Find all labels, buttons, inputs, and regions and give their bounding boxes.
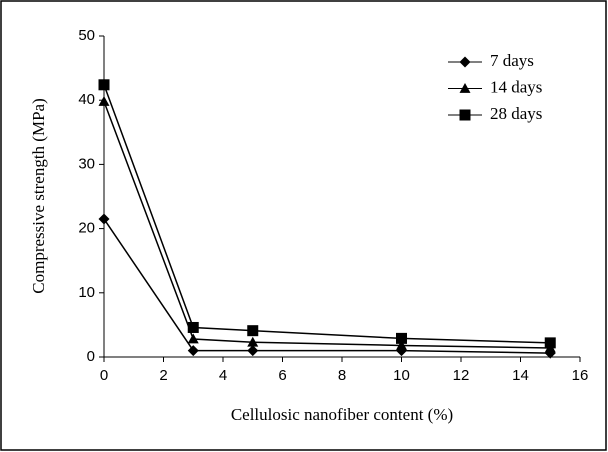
marker xyxy=(544,337,556,349)
y-tick-label: 30 xyxy=(78,155,95,172)
marker xyxy=(396,339,407,350)
x-axis-title: Cellulosic nanofiber content (%) xyxy=(231,405,453,424)
legend-label: 28 days xyxy=(490,104,542,123)
marker xyxy=(396,332,407,344)
marker xyxy=(187,333,199,344)
legend-marker xyxy=(459,56,471,68)
x-tick-label: 14 xyxy=(512,367,529,384)
y-tick-label: 0 xyxy=(87,348,95,365)
legend-label: 14 days xyxy=(490,77,542,96)
marker xyxy=(98,95,110,106)
marker xyxy=(247,345,259,357)
y-tick-label: 20 xyxy=(78,220,95,237)
marker xyxy=(187,345,199,357)
x-tick-label: 0 xyxy=(100,367,108,384)
marker xyxy=(187,321,199,333)
marker xyxy=(98,213,110,225)
y-tick-label: 40 xyxy=(78,91,95,108)
marker xyxy=(247,325,259,337)
y-axis-title: Compressive strength (MPa) xyxy=(29,98,48,293)
y-tick-label: 10 xyxy=(78,284,95,301)
marker xyxy=(98,79,110,91)
x-tick-label: 6 xyxy=(278,367,286,384)
legend-marker xyxy=(459,83,471,93)
marker xyxy=(247,336,259,347)
x-tick-label: 2 xyxy=(159,367,167,384)
x-tick-label: 16 xyxy=(572,367,589,384)
y-tick-label: 50 xyxy=(78,27,95,44)
x-tick-label: 8 xyxy=(338,367,346,384)
x-tick-label: 12 xyxy=(453,367,470,384)
legend-marker xyxy=(459,109,471,121)
x-tick-label: 4 xyxy=(219,367,227,384)
x-tick-label: 10 xyxy=(393,367,410,384)
legend-label: 7 days xyxy=(490,51,534,70)
